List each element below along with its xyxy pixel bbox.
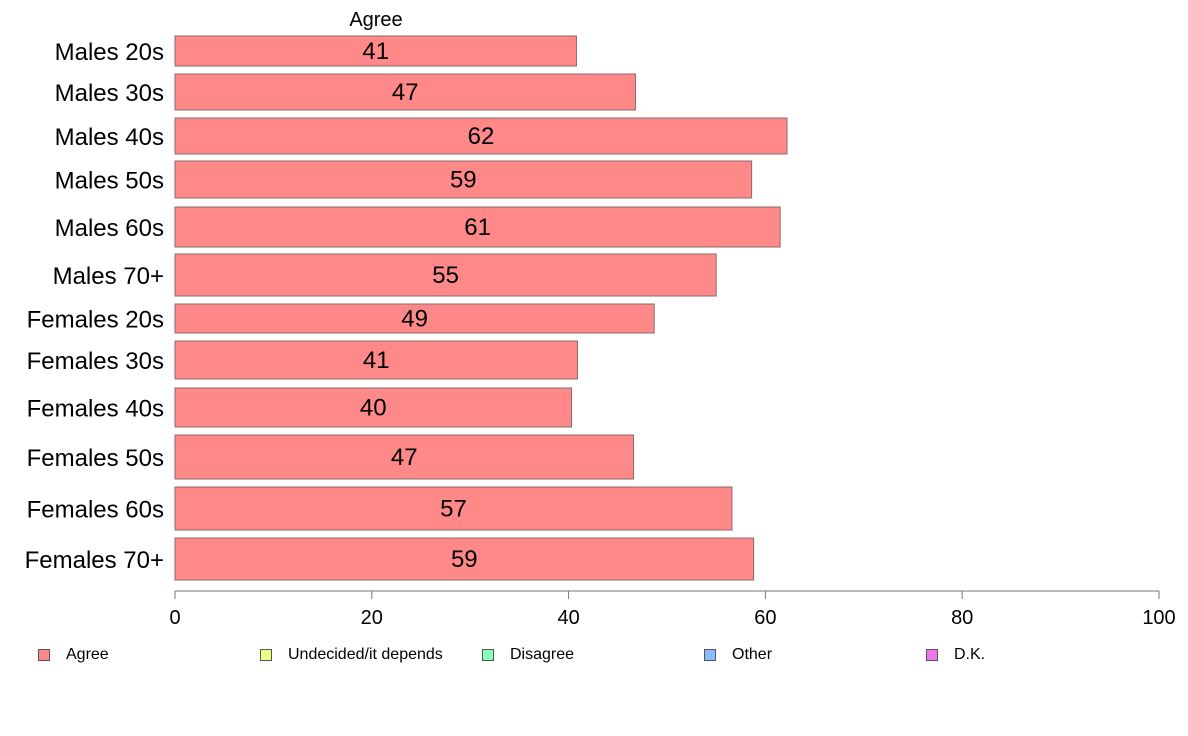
x-tick-label-1: 20 [361, 607, 383, 629]
bar-7 [174, 340, 578, 380]
legend-swatch-agree [38, 649, 50, 661]
legend-item-agree: Agree [38, 646, 109, 664]
legend-item-dk: D.K. [926, 646, 985, 664]
x-tick-label-0: 0 [169, 607, 180, 629]
category-label-3: Males 50s [55, 168, 164, 195]
bar-1 [174, 73, 637, 111]
category-label-8: Females 40s [27, 396, 164, 423]
bar-0 [174, 35, 577, 67]
bar-value-label-11: 59 [451, 546, 478, 573]
legend-swatch-dk [926, 649, 938, 661]
legend-item-other: Other [704, 646, 772, 664]
bar-value-label-0: 41 [362, 38, 389, 65]
category-labels: Males 20s Males 30s Males 40s Males 50s Male… [25, 39, 164, 574]
bar-value-label-5: 55 [432, 262, 459, 289]
category-label-7: Females 30s [27, 348, 164, 375]
bar-2 [174, 117, 788, 155]
category-label-1: Males 30s [55, 80, 164, 107]
legend: Agree Undecided/it depends Disagree Othe… [0, 646, 1188, 670]
legend-label-disagree: Disagree [510, 646, 575, 663]
x-tick-label-4: 80 [951, 607, 973, 629]
bar-value-label-8: 40 [360, 395, 387, 422]
bar-3 [174, 160, 753, 199]
category-label-2: Males 40s [55, 124, 164, 151]
legend-swatch-disagree [482, 649, 494, 661]
bar-6 [174, 303, 655, 334]
bar-4 [174, 206, 781, 248]
bar-value-label-2: 62 [468, 123, 495, 150]
legend-label-agree: Agree [66, 646, 109, 663]
bar-10 [174, 486, 733, 531]
bar-11 [174, 537, 755, 581]
x-tick-label-3: 60 [754, 607, 776, 629]
bar-value-label-9: 47 [391, 444, 418, 471]
legend-item-undecided: Undecided/it depends [260, 646, 443, 664]
bar-8 [174, 387, 573, 428]
bar-value-label-7: 41 [363, 347, 390, 374]
bar-value-label-1: 47 [392, 79, 419, 106]
bar-value-label-4: 61 [464, 214, 491, 241]
chart-top-label: Agree [349, 9, 402, 31]
bar-value-label-6: 49 [401, 306, 428, 333]
category-label-5: Males 70+ [53, 263, 164, 290]
x-tick-label-5: 100 [1142, 607, 1175, 629]
category-label-11: Females 70+ [25, 547, 164, 574]
legend-item-disagree: Disagree [482, 646, 574, 664]
category-label-4: Males 60s [55, 215, 164, 242]
x-tick-label-2: 40 [557, 607, 579, 629]
bar-5 [174, 253, 717, 297]
bar-9 [174, 434, 635, 480]
category-label-10: Females 60s [27, 497, 164, 524]
category-label-6: Females 20s [27, 307, 164, 334]
legend-label-undecided: Undecided/it depends [288, 646, 443, 663]
legend-label-dk: D.K. [954, 646, 986, 663]
category-label-0: Males 20s [55, 39, 164, 66]
legend-label-other: Other [732, 646, 773, 663]
bar-value-label-10: 57 [440, 496, 467, 523]
legend-swatch-undecided [260, 649, 272, 661]
bar-value-label-3: 59 [450, 167, 477, 194]
legend-swatch-other [704, 649, 716, 661]
category-label-9: Females 50s [27, 445, 164, 472]
x-axis: 0 20 40 60 80 100 [169, 590, 1176, 629]
